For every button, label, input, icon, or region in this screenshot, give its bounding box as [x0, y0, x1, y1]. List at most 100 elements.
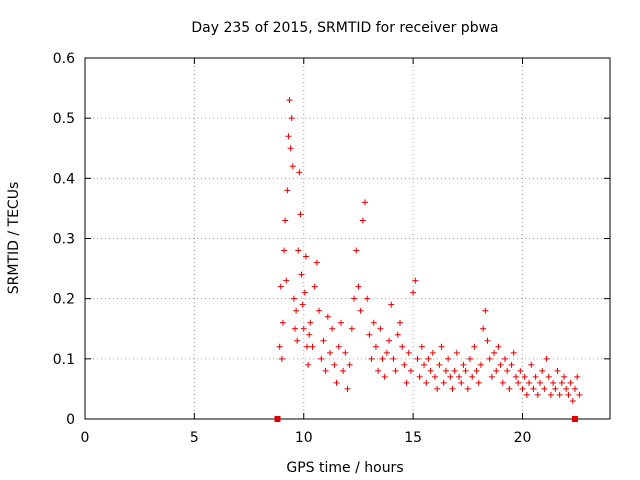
- data-point: [499, 379, 506, 386]
- data-point: [469, 373, 476, 380]
- data-point: [423, 379, 430, 386]
- data-point: [278, 355, 285, 362]
- data-point: [279, 319, 286, 326]
- data-point: [484, 337, 491, 344]
- data-point: [526, 379, 533, 386]
- data-point: [510, 349, 517, 356]
- data-point: [342, 349, 349, 356]
- x-tick-label: 0: [81, 430, 90, 446]
- data-point: [388, 301, 395, 308]
- data-point: [311, 283, 318, 290]
- data-point: [451, 367, 458, 374]
- data-point: [386, 337, 393, 344]
- data-point: [359, 217, 366, 224]
- data-point: [547, 391, 554, 398]
- data-point: [282, 217, 289, 224]
- data-point: [473, 367, 480, 374]
- data-point: [574, 373, 581, 380]
- data-point: [403, 379, 410, 386]
- data-point: [421, 361, 428, 368]
- data-point: [304, 343, 311, 350]
- data-point: [362, 199, 368, 206]
- data-point: [329, 325, 336, 332]
- data-point: [440, 379, 447, 386]
- data-point: [290, 295, 297, 302]
- data-point: [412, 277, 419, 284]
- data-point: [537, 379, 543, 386]
- data-point: [289, 163, 296, 170]
- data-point: [297, 211, 304, 218]
- data-point: [458, 379, 465, 386]
- data-point: [381, 373, 388, 380]
- data-point: [427, 367, 434, 374]
- data-point: [355, 283, 362, 290]
- data-point: [552, 385, 559, 392]
- data-point: [410, 289, 417, 296]
- data-point: [445, 355, 452, 362]
- data-point: [436, 361, 443, 368]
- data-point: [550, 379, 557, 386]
- data-point: [429, 349, 436, 356]
- y-tick-label: 0.2: [53, 292, 75, 308]
- data-point: [541, 385, 548, 392]
- data-point: [438, 343, 445, 350]
- data-point: [307, 319, 314, 326]
- data-point: [414, 355, 421, 362]
- x-tick-label: 15: [404, 430, 422, 446]
- data-point: [346, 361, 353, 368]
- data-point: [508, 361, 515, 368]
- data-point: [337, 319, 344, 326]
- data-point: [432, 373, 438, 380]
- x-tick-label: 5: [190, 430, 199, 446]
- data-point: [558, 379, 565, 386]
- x-axis-label: GPS time / hours: [286, 460, 403, 476]
- data-point: [554, 367, 561, 374]
- data-point: [375, 367, 382, 374]
- data-point: [302, 253, 309, 260]
- data-point: [318, 355, 325, 362]
- data-point: [462, 367, 469, 374]
- data-point: [285, 133, 292, 140]
- data-point: [372, 343, 379, 350]
- data-point: [284, 187, 291, 194]
- y-tick-label: 0.5: [53, 111, 75, 127]
- data-point: [407, 367, 414, 374]
- data-point: [545, 373, 552, 380]
- data-point: [392, 367, 399, 374]
- y-axis-label: SRMTID / TECUs: [6, 182, 22, 295]
- data-point: [390, 355, 397, 362]
- data-point: [324, 313, 331, 320]
- data-point: [316, 307, 323, 314]
- data-point: [453, 349, 460, 356]
- chart-title: Day 235 of 2015, SRMTID for receiver pbw…: [191, 20, 498, 36]
- data-point: [293, 307, 300, 314]
- data-point: [491, 349, 498, 356]
- data-point: [351, 295, 358, 302]
- y-tick-label: 0.6: [53, 51, 75, 67]
- data-point: [292, 325, 298, 332]
- data-point: [475, 379, 482, 386]
- data-point: [377, 325, 384, 332]
- no-data-marker: [572, 416, 578, 422]
- no-data-marker: [274, 416, 281, 422]
- data-point: [528, 361, 535, 368]
- data-point: [344, 385, 351, 392]
- data-point: [449, 385, 456, 392]
- data-point: [556, 391, 563, 398]
- data-point: [364, 295, 371, 302]
- data-point: [298, 271, 305, 278]
- data-point: [482, 307, 489, 314]
- data-point: [333, 379, 340, 386]
- data-point: [288, 115, 295, 122]
- data-point: [299, 301, 306, 308]
- data-point: [534, 391, 541, 398]
- data-point: [370, 319, 377, 326]
- data-point: [296, 169, 303, 176]
- data-point: [301, 289, 308, 296]
- y-tick-label: 0: [66, 412, 75, 428]
- y-tick-label: 0.4: [53, 171, 75, 187]
- data-point: [287, 145, 294, 152]
- data-point: [327, 349, 333, 356]
- data-point: [521, 373, 528, 380]
- data-point: [335, 343, 342, 350]
